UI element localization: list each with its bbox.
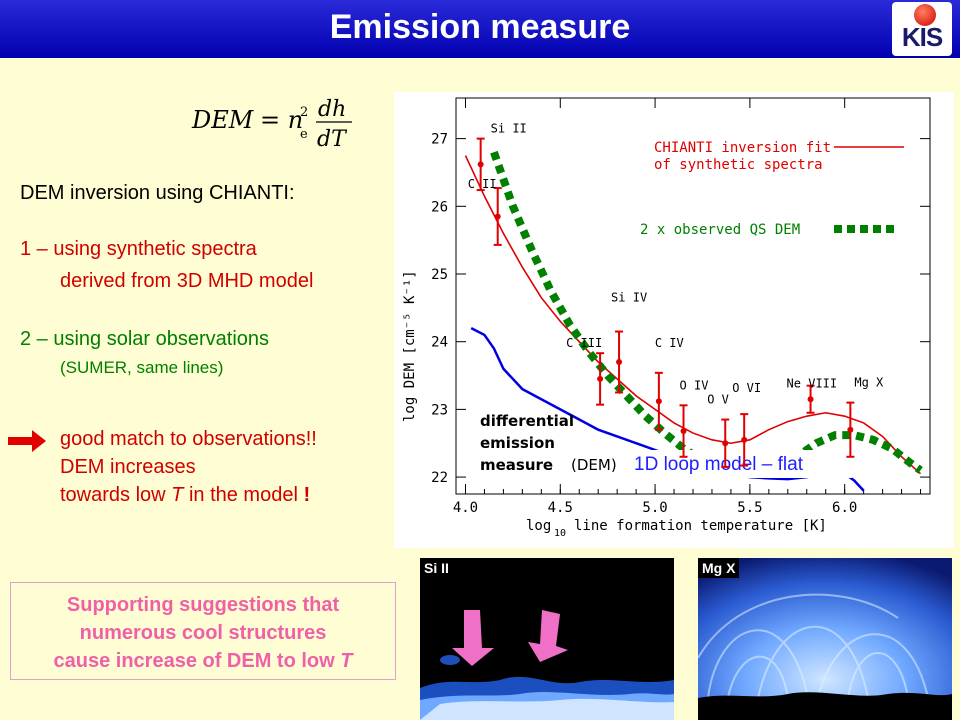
suggestion-line1: Supporting suggestions that (66, 594, 340, 616)
right-arrow-icon (8, 430, 46, 452)
item2-line2: (SUMER, same lines) (60, 358, 224, 377)
down-arrow-icon (528, 610, 568, 662)
observation-point (494, 213, 501, 220)
suggestion-line3: cause increase of DEM to low T (11, 647, 395, 675)
legend-observed: 2 x observed QS DEM (640, 222, 800, 238)
observation-point (741, 436, 748, 443)
x-axis-label-main: log (526, 518, 551, 534)
observation-label: Si IV (611, 291, 647, 305)
observation-label: Mg X (854, 376, 884, 390)
si-ii-label: Si II (420, 558, 453, 578)
item1-line2: derived from 3D MHD model (60, 270, 314, 292)
suggestion-text-t: T (340, 650, 353, 672)
observation-label: O IV (680, 378, 709, 392)
observation-label: O V (707, 393, 729, 407)
dem-formula: DEM = n 2 e dh dT (191, 97, 352, 152)
x-tick-label: 6.0 (832, 500, 857, 516)
observation-point (655, 398, 662, 405)
conclusion-text-t: T (171, 484, 184, 506)
observation-label: C II (468, 177, 497, 191)
kis-logo: KIS (892, 2, 952, 56)
conclusion-text-a: towards low (60, 484, 166, 506)
suggestion-text-a: cause increase of DEM to low (53, 650, 335, 672)
y-tick-label: 22 (431, 470, 448, 486)
suggestion-box: Supporting suggestions that numerous coo… (10, 582, 396, 680)
dem-annotation-line1: differential (480, 412, 574, 430)
observation-label: O VI (732, 381, 761, 395)
sun-icon (914, 4, 936, 26)
item1-line1: 1 – using synthetic spectra (20, 238, 257, 260)
mg-x-emission-picture (698, 558, 952, 720)
mg-x-image: Mg X (698, 558, 952, 720)
item2-line1: 2 – using solar observations (20, 328, 270, 350)
dem-annotation-line2: emission (480, 434, 555, 452)
dem-annotation-line4: (DEM) (571, 456, 617, 474)
observation-label: C IV (655, 336, 684, 350)
series-line-observed-qs-dem (490, 150, 923, 478)
si-ii-emission-picture (420, 558, 674, 720)
observation-label: C III (566, 336, 602, 350)
series-line-chianti-fit (464, 155, 922, 475)
conclusion-line1: good match to observations!! (60, 428, 317, 450)
observation-label: Ne VIII (787, 377, 838, 391)
dem-chart-panel: 4.0 4.5 5.0 5.5 6.0 22 23 24 25 26 27 CHIANTI inve… (394, 92, 954, 548)
si-ii-image: Si II (420, 558, 674, 720)
suggestion-line2: numerous cool structures (79, 622, 327, 644)
legend-chianti-line1: CHIANTI inversion fit (654, 140, 831, 156)
formula-sup: 2 (300, 105, 308, 120)
conclusion-line3: towards low T in the model ! (60, 484, 310, 507)
conclusion-text-c: in the model (188, 484, 298, 506)
y-tick-label: 27 (431, 132, 448, 148)
formula-sub: e (300, 127, 308, 142)
dem-annotation-line3: measure (480, 456, 553, 474)
conclusion-text-d: ! (303, 484, 311, 506)
loop-label-bg (630, 450, 852, 478)
y-tick-label: 23 (431, 402, 448, 418)
loop-model-label: 1D loop model – flat (634, 454, 804, 475)
legend-chianti-line2: of synthetic spectra (654, 157, 823, 173)
x-tick-label: 5.0 (642, 500, 667, 516)
down-arrow-icon (452, 610, 494, 666)
observation-point (807, 396, 814, 403)
logo-text: KIS (901, 22, 943, 52)
y-tick-label: 26 (431, 199, 448, 215)
x-tick-label: 5.5 (737, 500, 762, 516)
x-tick-label: 4.0 (453, 500, 478, 516)
formula-denominator: dT (317, 127, 348, 152)
x-axis-label-sub: 10 (554, 528, 566, 539)
formula-eq: = n (260, 106, 303, 134)
observation-point (616, 359, 623, 365)
dem-chart: 4.0 4.5 5.0 5.5 6.0 22 23 24 25 26 27 CHIANTI inve… (402, 97, 931, 539)
x-tick-label: 4.5 (548, 500, 573, 516)
page-title: Emission measure (329, 8, 631, 46)
y-tick-label: 24 (431, 335, 448, 351)
observation-point (597, 375, 604, 382)
y-tick-label: 25 (431, 267, 448, 283)
observation-label: Si II (491, 122, 527, 136)
intro-text: DEM inversion using CHIANTI: (20, 182, 295, 204)
mg-x-label: Mg X (698, 558, 740, 578)
observation-point (722, 440, 729, 447)
observation-point (477, 161, 484, 168)
conclusion-line2: DEM increases (60, 456, 196, 478)
x-axis-label-rest: line formation temperature [K] (574, 518, 827, 534)
observation-point (847, 426, 854, 433)
formula-numerator: dh (318, 97, 346, 122)
observation-point (680, 428, 687, 435)
title-bar (0, 0, 960, 58)
formula-lhs: DEM (191, 106, 255, 134)
y-axis-label: log DEM [cm⁻⁵ K⁻¹] (402, 270, 418, 422)
